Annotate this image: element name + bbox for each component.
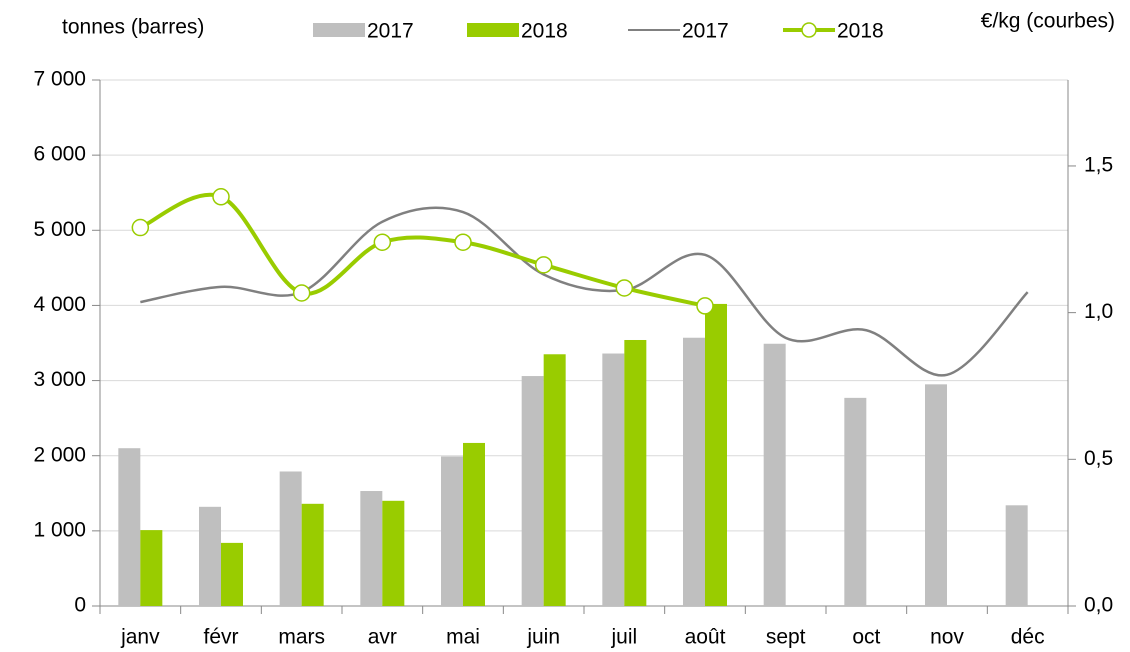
marker [696,297,714,315]
bar [624,339,647,606]
bar [140,530,163,606]
x-tick-label: sept [766,626,806,649]
y-tick-label: 4 000 [33,293,86,316]
y-axis-label: tonnes (barres) [62,16,204,39]
bar [279,471,302,606]
y-tick-label: 6 000 [33,143,86,166]
x-tick-label: juin [526,626,560,649]
marker [454,233,472,251]
y-tick-label: 1 000 [33,518,86,541]
legend-label: 2017 [367,20,414,43]
y2-axis-label: €/kg (courbes) [981,10,1115,33]
line [140,206,1029,377]
y-tick-label: 0 [74,594,86,617]
bar [463,442,485,606]
x-tick-label: janv [120,626,160,649]
y2-tick-label: 1,0 [1084,300,1113,323]
y-tick-label: 3 000 [33,368,86,391]
bar [199,506,221,606]
y-tick-label: 5 000 [33,218,86,241]
bar [382,500,405,606]
legend-swatch [313,23,365,37]
legend-swatch [467,23,519,37]
legend-marker [801,22,817,38]
y2-tick-label: 0,5 [1084,447,1113,470]
y2-tick-label: 1,5 [1084,154,1113,177]
y-tick-label: 2 000 [33,443,86,466]
marker [615,279,634,297]
bar [543,354,566,606]
y2-tick-label: 0,0 [1084,594,1113,617]
bar [844,397,867,606]
line [139,192,706,308]
bar [441,456,463,606]
bar [705,303,727,606]
marker [131,218,150,237]
bar [763,343,786,606]
x-tick-label: févr [203,626,238,649]
bar [118,448,141,606]
bar [221,542,243,606]
x-tick-label: oct [852,626,880,649]
marker [373,233,392,251]
bar [1005,505,1028,606]
x-tick-label: avr [368,626,397,649]
bar [925,384,947,606]
bar [360,491,383,606]
bar [683,337,705,606]
x-tick-label: août [685,626,726,649]
x-tick-label: mars [278,626,325,649]
bar [602,353,625,606]
legend-label: 2017 [682,20,729,43]
bar [521,376,544,606]
x-tick-label: nov [930,626,964,649]
marker [292,284,311,302]
x-tick-label: déc [1011,626,1045,649]
x-tick-label: mai [446,626,480,649]
x-tick-label: juil [610,626,637,649]
legend-label: 2018 [521,20,568,43]
bar [301,503,324,606]
marker [212,188,230,206]
y-tick-label: 7 000 [33,68,86,91]
legend-label: 2018 [837,20,884,43]
marker [534,256,553,274]
